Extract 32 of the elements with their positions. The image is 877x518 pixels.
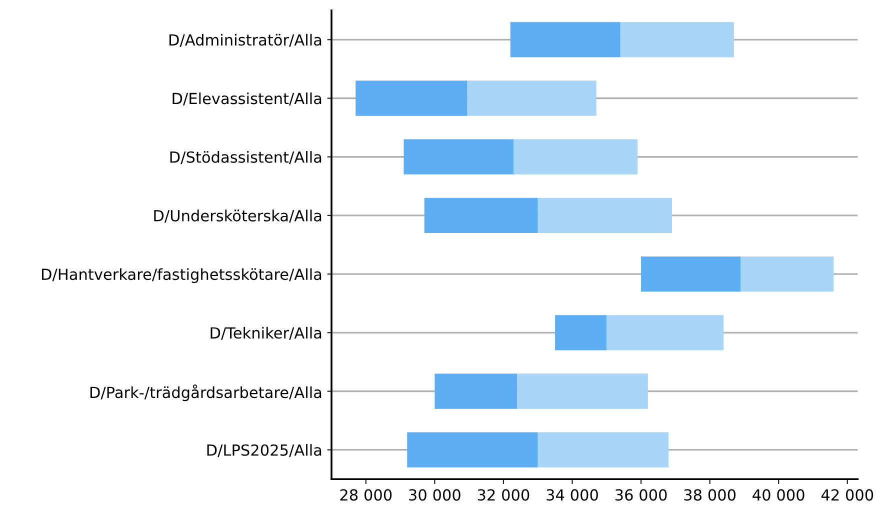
bar bbox=[404, 139, 514, 174]
y-tick-label: D/Undersköterska/Alla bbox=[154, 210, 322, 223]
bar bbox=[555, 315, 607, 350]
y-tick-label: D/Hantverkare/fastighetsskötare/Alla bbox=[42, 268, 322, 284]
bar bbox=[517, 374, 648, 409]
bar bbox=[740, 256, 834, 292]
x-tick-label: 40 000 bbox=[752, 489, 804, 501]
y-tick-label: D/Stödassistent/Alla bbox=[170, 151, 322, 164]
bar bbox=[434, 374, 518, 409]
bar bbox=[620, 22, 734, 58]
bar bbox=[606, 315, 724, 350]
x-tick-label: 28 000 bbox=[340, 489, 392, 501]
bar bbox=[407, 432, 538, 468]
x-tick-label: 34 000 bbox=[546, 489, 598, 501]
x-tick-label: 30 000 bbox=[409, 489, 460, 501]
y-tick-label: D/Park-/trädgårdsarbetare/Alla bbox=[90, 384, 322, 402]
y-tick-label: D/LPS2025/Alla bbox=[207, 444, 322, 458]
x-tick-label: 32 000 bbox=[478, 489, 530, 501]
y-tick-label: D/Tekniker/Alla bbox=[210, 326, 322, 340]
bar bbox=[510, 22, 620, 58]
bar bbox=[538, 198, 672, 234]
bar bbox=[356, 80, 468, 116]
bar bbox=[538, 432, 669, 468]
bar bbox=[514, 139, 638, 174]
x-tick-label: 42 000 bbox=[821, 489, 874, 501]
bar bbox=[424, 198, 538, 234]
y-tick-label: D/Administratör/Alla bbox=[169, 34, 322, 47]
bar bbox=[467, 80, 596, 116]
bar bbox=[641, 256, 741, 292]
x-tick-label: 38 000 bbox=[684, 489, 736, 501]
x-tick-label: 36 000 bbox=[615, 489, 667, 501]
y-tick-label: D/Elevassistent/Alla bbox=[172, 92, 322, 106]
